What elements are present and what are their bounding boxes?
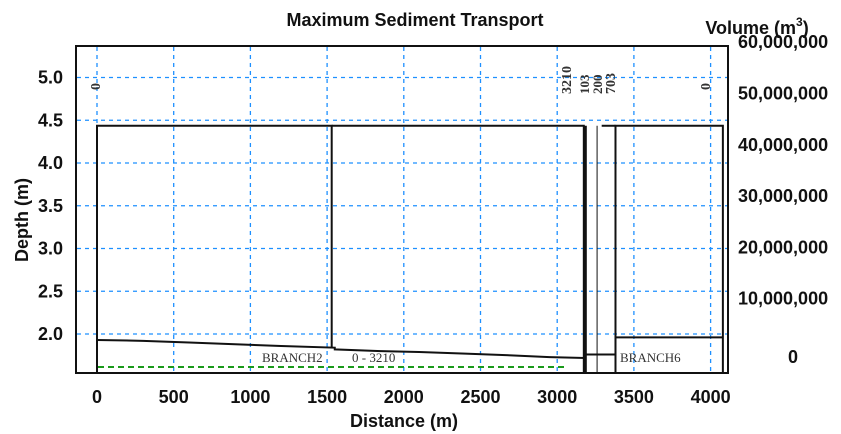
right-tick-label: 50,000,000 — [738, 84, 828, 104]
gridlines — [77, 47, 727, 372]
ticks-group: 0 500 1000 1500 2000 2500 3000 3500 40002.02.53.… — [38, 32, 828, 407]
left-tick-label: 5.0 — [38, 68, 63, 88]
top-label-200: 200 — [590, 75, 605, 95]
x-tick-label: 1000 — [230, 387, 270, 407]
right-tick-label: 60,000,000 — [738, 32, 828, 52]
top-label-703: 703 — [604, 73, 619, 94]
plot-frame — [75, 45, 729, 374]
right-axis-title: Volume (m3) — [705, 15, 808, 38]
series-volume-branch2-left — [96, 124, 333, 372]
x-axis-title: Distance (m) — [350, 411, 458, 431]
series-bed-depth-line — [96, 336, 723, 359]
branch2-label: BRANCH2 — [262, 350, 323, 365]
left-tick-label: 2.0 — [38, 324, 63, 344]
x-tick-label: 0 — [92, 387, 102, 407]
x-tick-label: 2500 — [460, 387, 500, 407]
right-tick-label: 0 — [788, 347, 798, 367]
left-tick-label: 4.5 — [38, 110, 63, 130]
left-tick-label: 4.0 — [38, 153, 63, 173]
top-label-3210: 3210 — [560, 66, 575, 94]
x-tick-label: 3500 — [614, 387, 654, 407]
x-tick-label: 2000 — [384, 387, 424, 407]
right-tick-label: 30,000,000 — [738, 186, 828, 206]
x-tick-label: 1500 — [307, 387, 347, 407]
right-tick-label: 40,000,000 — [738, 135, 828, 155]
x-tick-label: 4000 — [691, 387, 731, 407]
branch6-label: BRANCH6 — [620, 350, 681, 365]
right-axis-title-sup: 3 — [796, 15, 803, 29]
annotation-group: 0 3210 103 200 703 0 BRANCH2 0 - 3210 BR… — [89, 66, 714, 365]
right-tick-label: 20,000,000 — [738, 237, 828, 257]
chart-title: Maximum Sediment Transport — [286, 10, 543, 30]
top-label-0-left: 0 — [89, 83, 104, 90]
x-tick-label: 500 — [159, 387, 189, 407]
left-tick-label: 3.0 — [38, 239, 63, 259]
top-label-0-right: 0 — [699, 83, 714, 90]
branch2-range-label: 0 - 3210 — [352, 350, 395, 365]
x-tick-label: 3000 — [537, 387, 577, 407]
right-tick-label: 10,000,000 — [738, 289, 828, 309]
left-tick-label: 2.5 — [38, 281, 63, 301]
y-axis-title: Depth (m) — [12, 178, 32, 262]
right-axis-title-close: ) — [803, 18, 809, 38]
series-group — [96, 124, 724, 372]
left-tick-label: 3.5 — [38, 196, 63, 216]
top-label-103: 103 — [577, 74, 592, 94]
series-volume-branch6 — [614, 124, 724, 372]
right-axis-title-text: Volume (m — [705, 18, 796, 38]
